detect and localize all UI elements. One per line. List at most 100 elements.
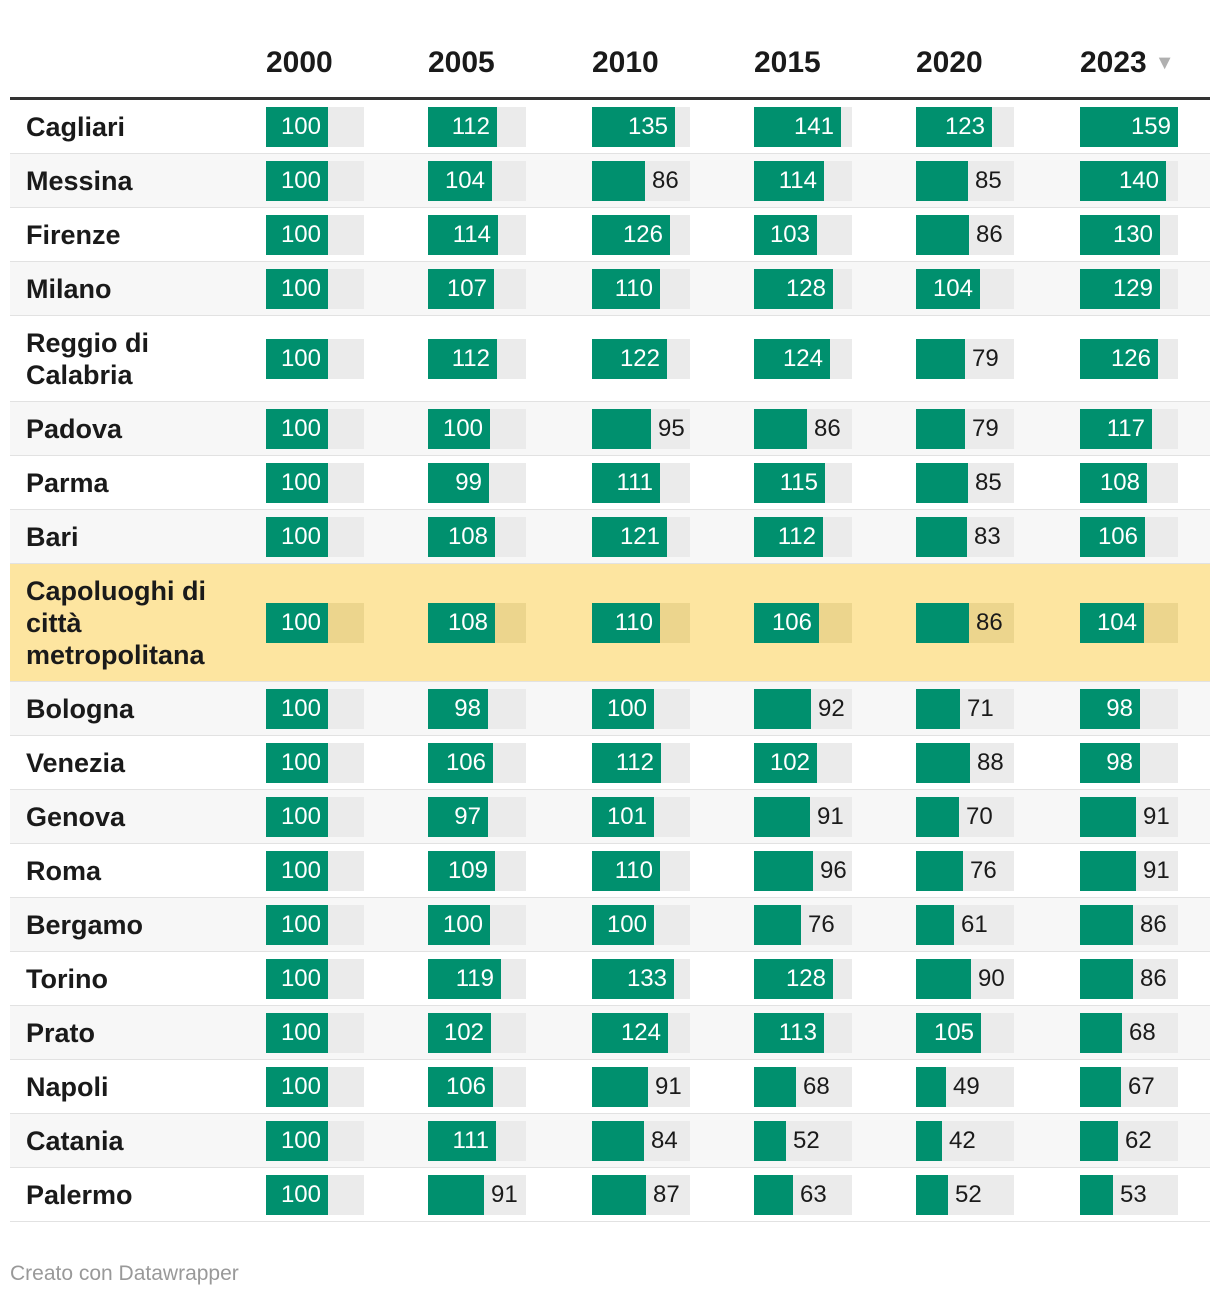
column-header-2000[interactable]: 2000 [266, 46, 333, 80]
column-header-2010[interactable]: 2010 [592, 46, 659, 80]
bar-fill [428, 743, 493, 783]
table-row-highlighted: Capoluoghi di città metropolitana 100 108 1… [10, 564, 1210, 682]
bar-fill [428, 905, 490, 945]
bar-track: 106 [1080, 517, 1178, 557]
bar-track: 100 [266, 339, 364, 379]
table-row: Firenze 100 114 126 103 86 130 [10, 208, 1210, 262]
data-label: 126 [622, 221, 663, 248]
column-header-2023[interactable]: 2023 ▼ [1080, 46, 1175, 80]
bar-track: 100 [266, 463, 364, 503]
bar-track: 101 [592, 797, 690, 837]
data-label: 100 [280, 1073, 321, 1100]
data-label: 100 [280, 803, 321, 830]
bar-fill [266, 1013, 328, 1053]
bar-track: 71 [916, 689, 1014, 729]
data-label: 100 [280, 275, 321, 302]
bar-fill [754, 905, 801, 945]
bar-track: 129 [1080, 269, 1178, 309]
bar-track: 108 [428, 517, 526, 557]
row-label: Bologna [26, 694, 134, 724]
bar-fill [1080, 1175, 1113, 1215]
bar-track: 124 [592, 1013, 690, 1053]
bar-fill [754, 269, 833, 309]
data-label: 97 [454, 803, 481, 830]
bar-fill [266, 1067, 328, 1107]
data-label: 108 [1099, 469, 1140, 496]
data-label: 63 [800, 1181, 827, 1208]
table-row: Bergamo 100 100 100 76 61 86 [10, 898, 1210, 952]
bar-track: 79 [916, 409, 1014, 449]
data-label: 100 [280, 695, 321, 722]
bar-track: 90 [916, 959, 1014, 999]
bar-track: 111 [428, 1121, 526, 1161]
bar-fill [266, 161, 328, 201]
bar-fill [266, 851, 328, 891]
data-label: 100 [280, 1127, 321, 1154]
bar-track: 68 [1080, 1013, 1178, 1053]
bar-fill [428, 689, 488, 729]
column-header-label: 2015 [754, 46, 821, 79]
data-label: 104 [932, 275, 973, 302]
bar-track: 100 [266, 107, 364, 147]
bar-fill [1080, 797, 1136, 837]
bar-track: 112 [428, 339, 526, 379]
bar-track: 112 [592, 743, 690, 783]
bar-fill [266, 409, 328, 449]
bar-fill [754, 1067, 796, 1107]
data-label: 100 [280, 415, 321, 442]
bar-track: 98 [1080, 743, 1178, 783]
bar-track: 100 [266, 689, 364, 729]
data-label: 86 [976, 221, 1003, 248]
bar-fill [428, 603, 495, 643]
data-label: 100 [442, 911, 483, 938]
bar-fill [266, 1121, 328, 1161]
bar-track: 70 [916, 797, 1014, 837]
bar-track: 103 [754, 215, 852, 255]
bar-track: 107 [428, 269, 526, 309]
bar-fill [266, 1175, 328, 1215]
data-label: 79 [972, 415, 999, 442]
data-label: 79 [972, 345, 999, 372]
data-label: 119 [455, 965, 494, 992]
data-label: 111 [452, 1127, 489, 1154]
bar-track: 110 [592, 603, 690, 643]
bar-fill [916, 851, 963, 891]
bar-fill [916, 269, 980, 309]
bar-track: 100 [266, 1121, 364, 1161]
row-label: Capoluoghi di città metropolitana [26, 576, 206, 670]
table-row: Prato 100 102 124 113 105 68 [10, 1006, 1210, 1060]
table-body: Cagliari 100 112 135 141 123 159 Messina 100 104 8… [10, 100, 1210, 1222]
bar-fill [266, 905, 328, 945]
data-label: 71 [967, 695, 994, 722]
column-header-2020[interactable]: 2020 [916, 46, 983, 80]
data-label: 115 [779, 469, 818, 496]
bar-track: 91 [1080, 851, 1178, 891]
bar-track: 63 [754, 1175, 852, 1215]
bar-fill [592, 463, 660, 503]
bar-fill [916, 215, 969, 255]
footer-credit: Creato con Datawrapper [10, 1262, 239, 1285]
data-label: 111 [616, 469, 653, 496]
data-label: 103 [769, 221, 810, 248]
data-label: 141 [793, 113, 834, 140]
bar-track: 126 [1080, 339, 1178, 379]
bar-track: 104 [428, 161, 526, 201]
bar-fill [916, 1013, 981, 1053]
bar-track: 52 [916, 1175, 1014, 1215]
bar-track: 112 [754, 517, 852, 557]
bar-track: 104 [1080, 603, 1178, 643]
sort-descending-icon[interactable]: ▼ [1154, 52, 1175, 74]
column-header-2005[interactable]: 2005 [428, 46, 495, 80]
data-label: 159 [1130, 113, 1171, 140]
column-header-2015[interactable]: 2015 [754, 46, 821, 80]
bar-track: 85 [916, 161, 1014, 201]
bar-fill [428, 269, 494, 309]
bar-track: 62 [1080, 1121, 1178, 1161]
table-row: Torino 100 119 133 128 90 86 [10, 952, 1210, 1006]
data-label: 84 [651, 1127, 678, 1154]
data-label: 100 [280, 749, 321, 776]
bar-track: 140 [1080, 161, 1178, 201]
bar-fill [592, 905, 654, 945]
bar-track: 121 [592, 517, 690, 557]
bar-track: 52 [754, 1121, 852, 1161]
